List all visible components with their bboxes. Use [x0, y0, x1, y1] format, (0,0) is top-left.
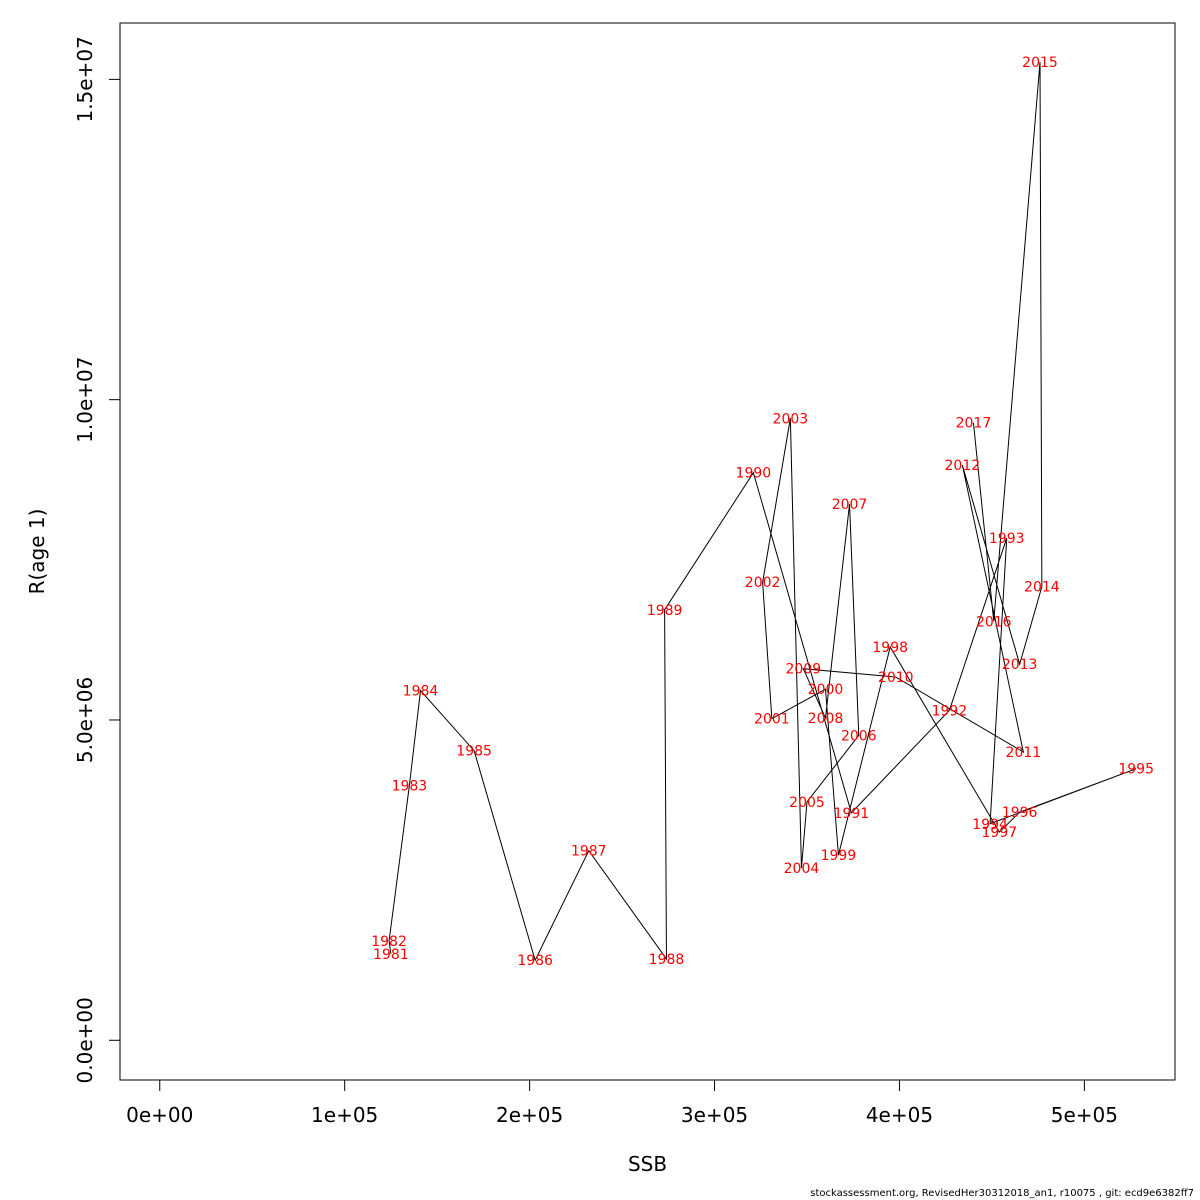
- year-label-2015: 2015: [1022, 55, 1058, 71]
- year-label-2007: 2007: [832, 497, 868, 513]
- year-label-2016: 2016: [976, 614, 1012, 630]
- year-label-2006: 2006: [841, 728, 877, 744]
- year-label-2011: 2011: [1006, 745, 1042, 761]
- x-tick-label: 0e+00: [126, 1103, 193, 1127]
- sr-trajectory-line: [388, 62, 1137, 962]
- year-label-1981: 1981: [373, 947, 409, 963]
- year-label-2001: 2001: [754, 712, 790, 728]
- year-label-1984: 1984: [403, 684, 439, 700]
- year-label-1992: 1992: [932, 703, 968, 719]
- year-label-1989: 1989: [647, 603, 683, 619]
- year-label-2017: 2017: [956, 416, 992, 432]
- year-label-1998: 1998: [872, 640, 908, 656]
- year-label-2003: 2003: [773, 411, 809, 427]
- footer-credit: stockassessment.org, RevisedHer30312018_…: [810, 1188, 1194, 1199]
- year-label-1995: 1995: [1118, 762, 1154, 778]
- year-label-2005: 2005: [789, 795, 825, 811]
- year-label-1991: 1991: [834, 806, 870, 822]
- x-tick-label: 3e+05: [681, 1103, 748, 1127]
- plot-frame: [119, 22, 1176, 1081]
- year-label-2013: 2013: [1002, 657, 1038, 673]
- x-axis-title: SSB: [628, 1152, 667, 1176]
- y-tick-label: 5.0e+06: [73, 677, 97, 763]
- x-axis: 0e+00 1e+05 2e+05 3e+05 4e+05 5e+05: [126, 1079, 1118, 1127]
- year-label-2010: 2010: [878, 670, 914, 686]
- x-tick-label: 1e+05: [311, 1103, 378, 1127]
- year-label-2009: 2009: [785, 662, 821, 678]
- year-label-1986: 1986: [517, 953, 553, 969]
- y-axis-title: R(age 1): [25, 509, 49, 595]
- y-axis: 0.0e+00 5.0e+06 1.0e+07 1.5e+07: [73, 36, 121, 1083]
- year-label-2002: 2002: [745, 575, 781, 591]
- year-label-2000: 2000: [808, 682, 844, 698]
- year-label-2012: 2012: [945, 458, 981, 474]
- year-label-2014: 2014: [1024, 580, 1060, 596]
- year-label-1994: 1994: [972, 817, 1008, 833]
- y-tick-label: 1.0e+07: [73, 357, 97, 443]
- year-label-1990: 1990: [736, 466, 772, 482]
- series-line: [388, 62, 1137, 962]
- year-label-1982: 1982: [371, 934, 407, 950]
- y-tick-label: 0.0e+00: [73, 997, 97, 1083]
- year-label-1987: 1987: [571, 844, 607, 860]
- year-label-1996: 1996: [1002, 805, 1038, 821]
- x-tick-label: 4e+05: [866, 1103, 933, 1127]
- year-label-1999: 1999: [821, 848, 857, 864]
- year-label-1985: 1985: [456, 744, 492, 760]
- year-label-2008: 2008: [808, 711, 844, 727]
- x-tick-label: 2e+05: [496, 1103, 563, 1127]
- y-tick-label: 1.5e+07: [73, 36, 97, 122]
- year-label-1997: 1997: [982, 825, 1018, 841]
- year-label-1988: 1988: [649, 952, 685, 968]
- year-label-1983: 1983: [392, 778, 428, 794]
- year-label-1993: 1993: [989, 531, 1025, 547]
- x-tick-label: 5e+05: [1051, 1103, 1118, 1127]
- year-label-2004: 2004: [784, 861, 820, 877]
